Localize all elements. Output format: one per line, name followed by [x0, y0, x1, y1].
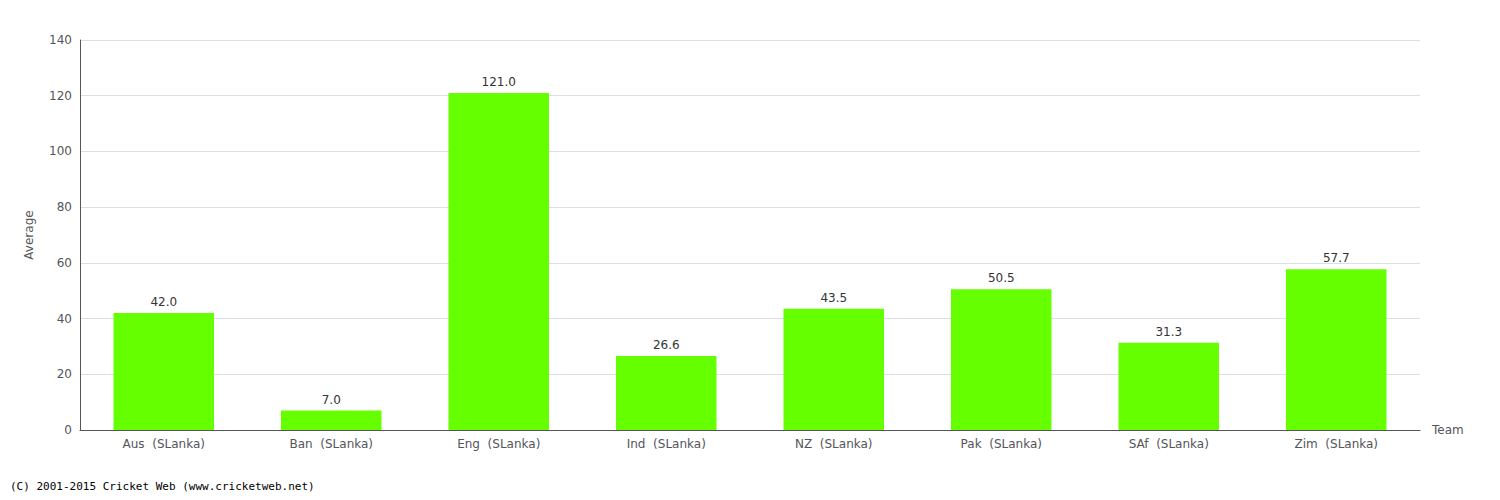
svg-text:Ban (SLanka): Ban (SLanka) [289, 437, 373, 451]
svg-text:Ind (SLanka): Ind (SLanka) [627, 437, 706, 451]
svg-text:SAf (SLanka): SAf (SLanka) [1129, 437, 1209, 451]
svg-text:80: 80 [57, 200, 72, 214]
svg-text:120: 120 [49, 89, 72, 103]
svg-text:57.7: 57.7 [1323, 251, 1350, 265]
svg-text:0: 0 [64, 423, 72, 437]
svg-text:Team: Team [1431, 423, 1464, 437]
svg-text:60: 60 [57, 256, 72, 270]
svg-text:Pak (SLanka): Pak (SLanka) [961, 437, 1042, 451]
svg-text:NZ (SLanka): NZ (SLanka) [795, 437, 873, 451]
svg-text:Aus (SLanka): Aus (SLanka) [123, 437, 205, 451]
svg-text:Average: Average [22, 210, 36, 259]
svg-text:100: 100 [49, 144, 72, 158]
svg-text:7.0: 7.0 [322, 393, 341, 407]
svg-text:140: 140 [49, 33, 72, 47]
svg-text:(C) 2001-2015 Cricket Web (www: (C) 2001-2015 Cricket Web (www.cricketwe… [10, 480, 315, 493]
svg-text:43.5: 43.5 [820, 291, 847, 305]
svg-text:20: 20 [57, 367, 72, 381]
svg-text:121.0: 121.0 [482, 75, 516, 89]
svg-text:Zim (SLanka): Zim (SLanka) [1294, 437, 1378, 451]
svg-text:40: 40 [57, 312, 72, 326]
svg-text:42.0: 42.0 [150, 295, 177, 309]
svg-text:50.5: 50.5 [988, 271, 1015, 285]
svg-text:Eng (SLanka): Eng (SLanka) [457, 437, 540, 451]
svg-text:26.6: 26.6 [653, 338, 680, 352]
svg-text:31.3: 31.3 [1155, 325, 1182, 339]
